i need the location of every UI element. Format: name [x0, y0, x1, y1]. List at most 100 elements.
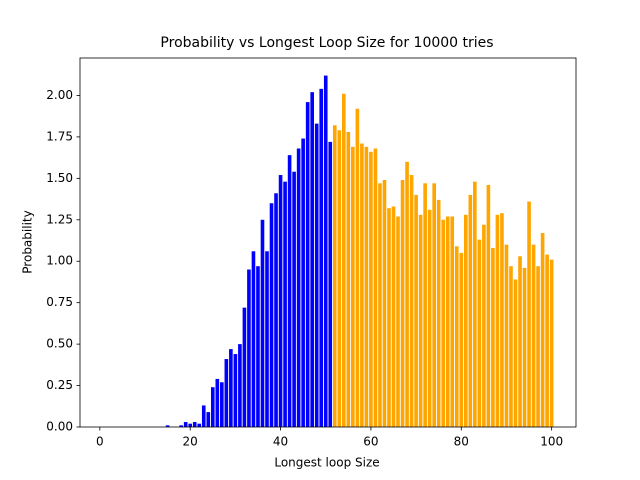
x-axis-label: Longest loop Size — [274, 456, 379, 470]
bar — [256, 266, 260, 427]
bar — [518, 256, 522, 427]
bar — [201, 405, 206, 427]
chart-title: Probability vs Longest Loop Size for 100… — [160, 35, 493, 51]
bar — [210, 387, 215, 427]
bar — [360, 143, 364, 428]
bar — [179, 425, 183, 427]
bar — [351, 146, 355, 427]
bar — [387, 208, 391, 427]
bar — [332, 125, 337, 428]
bar — [305, 102, 310, 428]
bar — [527, 201, 531, 427]
bar — [229, 349, 233, 427]
bar — [391, 206, 396, 427]
bar — [183, 422, 188, 427]
bar — [310, 92, 314, 427]
bar — [454, 246, 459, 427]
bar — [301, 138, 305, 427]
bar — [265, 251, 269, 427]
bar — [549, 259, 554, 427]
bar — [495, 214, 500, 427]
y-tick-label: 0.50 — [46, 337, 73, 351]
bar — [473, 181, 477, 427]
bar — [192, 422, 197, 427]
bar — [260, 219, 265, 427]
y-tick-label: 1.75 — [46, 129, 73, 143]
bar — [545, 254, 549, 427]
x-tick-label: 20 — [183, 435, 198, 449]
bar — [486, 184, 491, 427]
bar — [509, 266, 513, 427]
bar — [477, 239, 482, 427]
bar — [378, 183, 382, 427]
bar — [251, 251, 256, 427]
bar — [283, 181, 287, 427]
bar — [432, 183, 436, 427]
x-tick-label: 40 — [273, 435, 288, 449]
bar — [328, 141, 333, 427]
bar — [269, 203, 274, 427]
bar — [396, 216, 400, 427]
bar — [400, 180, 405, 427]
y-tick-label: 1.50 — [46, 171, 73, 185]
y-tick-label: 0.00 — [46, 420, 73, 434]
bar — [292, 171, 296, 427]
bar — [423, 183, 427, 427]
bar — [278, 175, 283, 427]
bar — [287, 155, 292, 427]
bar — [373, 148, 378, 427]
bar — [364, 146, 369, 427]
bar — [342, 93, 346, 427]
y-axis-label: Probability — [21, 210, 35, 273]
bar — [238, 344, 242, 427]
bar — [296, 148, 301, 427]
x-tick-label: 60 — [363, 435, 378, 449]
bar — [188, 423, 193, 427]
y-tick-label: 2.00 — [46, 88, 73, 102]
bar — [491, 247, 495, 427]
bar — [436, 199, 441, 427]
bar — [536, 266, 540, 427]
bar — [369, 151, 373, 427]
bar — [242, 307, 247, 427]
bar — [459, 252, 464, 427]
bar — [323, 75, 328, 428]
bar — [445, 216, 450, 427]
y-tick-label: 0.75 — [46, 295, 73, 309]
bar — [414, 194, 418, 427]
bar — [513, 279, 518, 427]
bar — [405, 161, 409, 428]
bar — [441, 219, 446, 427]
bar — [540, 233, 545, 427]
bar — [346, 131, 351, 427]
bar — [233, 354, 238, 427]
plot-frame — [79, 57, 577, 428]
bar — [482, 224, 486, 427]
bar — [197, 423, 202, 427]
y-tick-label: 1.00 — [46, 254, 73, 268]
bar — [450, 216, 455, 427]
bar — [206, 412, 211, 427]
bar — [468, 194, 473, 427]
bar — [224, 359, 229, 427]
bar — [463, 214, 468, 427]
x-tick-label: 100 — [540, 435, 563, 449]
x-tick-label: 0 — [96, 435, 104, 449]
x-tick-label: 80 — [454, 435, 469, 449]
bar — [531, 244, 536, 427]
bar — [165, 425, 170, 427]
bar — [522, 267, 527, 427]
y-tick-label: 1.25 — [46, 212, 73, 226]
bar — [500, 213, 504, 427]
bar — [274, 193, 278, 427]
bar — [504, 244, 509, 427]
bar — [427, 209, 432, 427]
bar — [337, 130, 342, 427]
bar — [314, 123, 319, 428]
bar — [247, 269, 251, 427]
y-tick-label: 0.25 — [46, 378, 73, 392]
bar — [220, 382, 224, 427]
bar — [418, 214, 423, 427]
bar — [382, 180, 387, 427]
